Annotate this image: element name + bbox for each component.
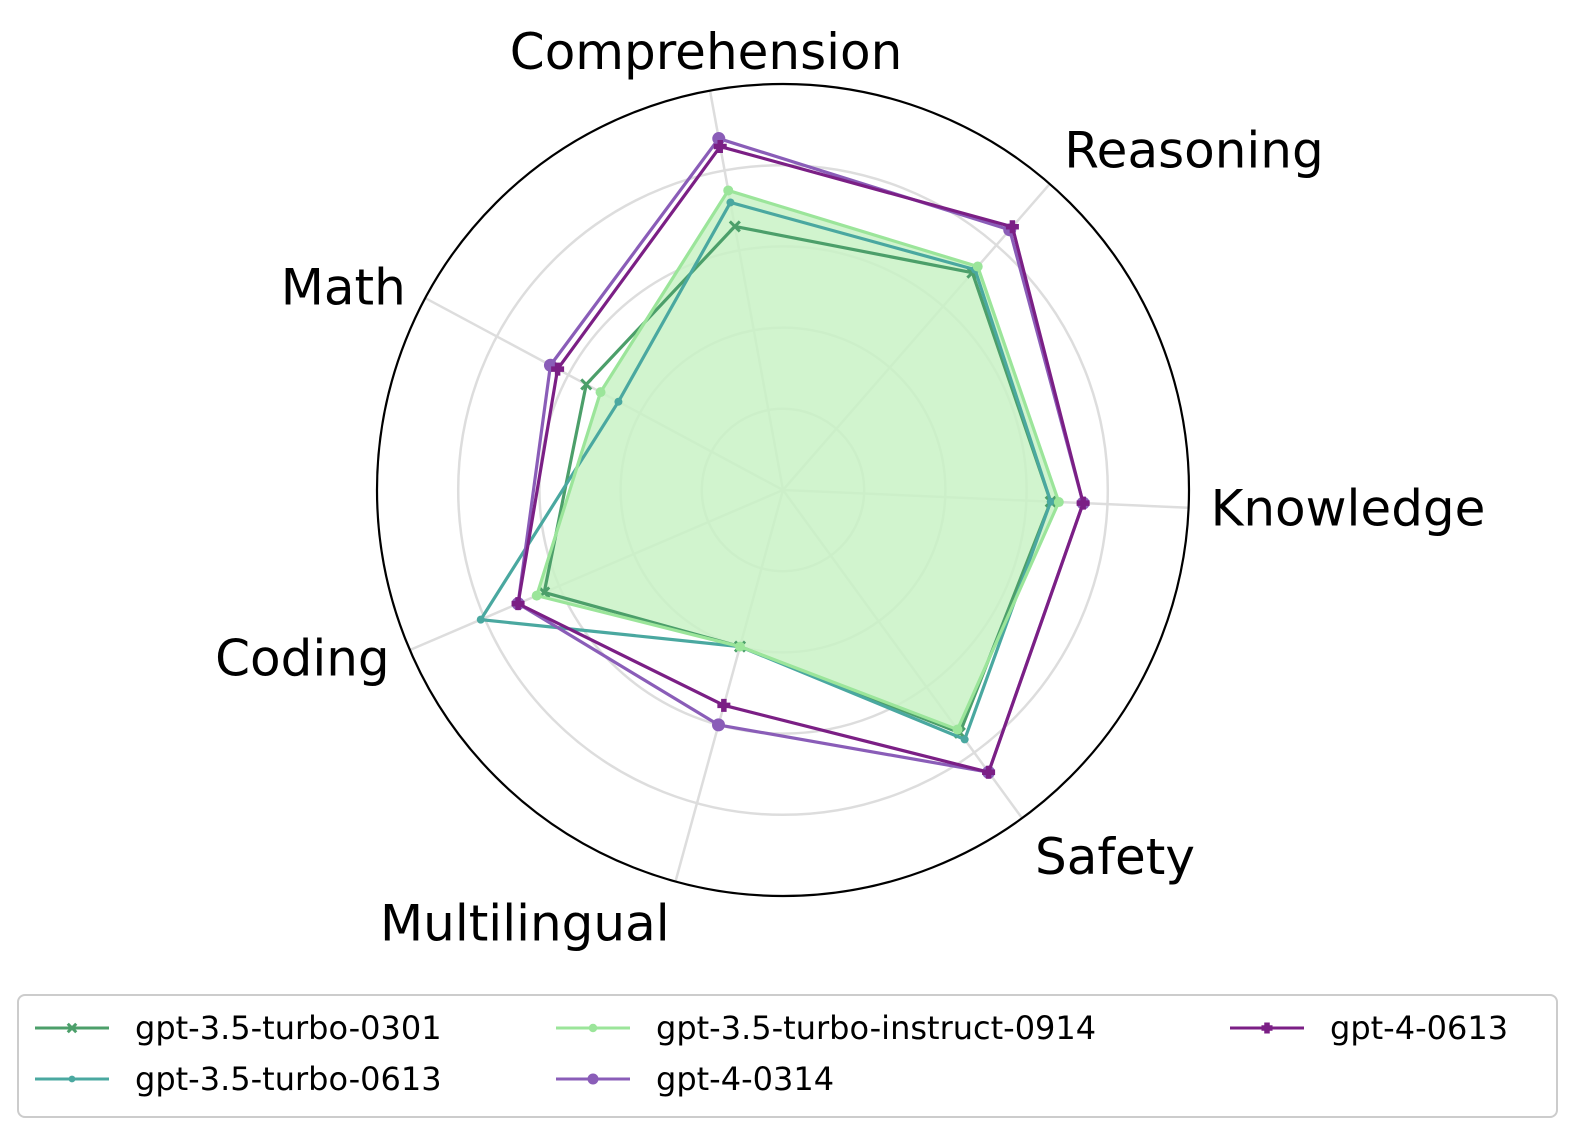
- axis-label: Comprehension: [510, 23, 903, 81]
- data-point: [982, 765, 996, 779]
- legend-label: gpt-3.5-turbo-0301: [135, 1009, 442, 1047]
- legend-item: gpt-3.5-turbo-instruct-0914: [554, 1008, 1096, 1048]
- legend-item: gpt-4-0314: [554, 1059, 834, 1099]
- series: [531, 185, 1064, 735]
- data-point: [723, 185, 734, 196]
- data-point: [1053, 497, 1064, 508]
- axis-label: Coding: [215, 630, 390, 688]
- data-point: [728, 220, 741, 233]
- series-line: [516, 136, 1085, 774]
- outer-ring: [375, 82, 1191, 898]
- legend-item: gpt-4-0613: [1228, 1008, 1508, 1048]
- axis-labels: Knowledge Reasoning Comprehension Math Codin…: [215, 23, 1485, 953]
- series-fills: [536, 190, 1059, 730]
- data-point: [1005, 220, 1019, 234]
- data-point: [1076, 496, 1090, 510]
- data-point: [614, 397, 623, 406]
- series-lines: [476, 132, 1090, 779]
- legend-marker: [1230, 1022, 1304, 1034]
- data-point: [588, 1023, 598, 1033]
- data-point: [595, 387, 606, 398]
- series-line: [535, 188, 1061, 732]
- axis-label: Knowledge: [1211, 480, 1486, 538]
- legend-marker: [556, 1073, 630, 1085]
- data-point: [1261, 1022, 1273, 1034]
- data-point: [511, 597, 525, 611]
- axis-label: Reasoning: [1064, 121, 1324, 179]
- data-point: [952, 724, 963, 735]
- legend-marker: [556, 1023, 630, 1033]
- legend-marker: [35, 1075, 109, 1083]
- legend-label: gpt-4-0314: [656, 1060, 835, 1098]
- series: [511, 140, 1090, 779]
- series-line: [479, 200, 1053, 742]
- axis-label: Math: [281, 259, 406, 317]
- legend-label: gpt-4-0613: [1330, 1009, 1509, 1047]
- data-point: [711, 718, 725, 732]
- data-point: [66, 1022, 78, 1034]
- series-fill: [536, 190, 1059, 730]
- data-point: [734, 641, 745, 652]
- radar-chart: Knowledge Reasoning Comprehension Math Codin…: [215, 23, 1485, 953]
- data-point: [580, 378, 593, 391]
- data-point: [960, 735, 969, 744]
- data-point: [476, 615, 485, 624]
- legend-item: gpt-3.5-turbo-0613: [33, 1059, 442, 1099]
- data-point: [587, 1073, 599, 1085]
- data-point: [717, 698, 731, 712]
- series-line: [516, 144, 1085, 774]
- axis-label: Multilingual: [380, 895, 670, 953]
- legend: gpt-3.5-turbo-0301 gpt-3.5-turbo-0613 gp…: [17, 994, 1558, 1118]
- data-point: [68, 1075, 76, 1083]
- data-point: [713, 140, 727, 154]
- legend-marker: [35, 1022, 109, 1034]
- data-point: [531, 590, 542, 601]
- data-point: [551, 362, 565, 376]
- legend-label: gpt-3.5-turbo-0613: [135, 1060, 442, 1098]
- data-point: [972, 261, 983, 272]
- data-point: [726, 198, 735, 207]
- axis-label: Safety: [1035, 828, 1195, 886]
- data-point: [1046, 497, 1055, 506]
- legend-label: gpt-3.5-turbo-instruct-0914: [656, 1009, 1097, 1047]
- legend-item: gpt-3.5-turbo-0301: [33, 1008, 442, 1048]
